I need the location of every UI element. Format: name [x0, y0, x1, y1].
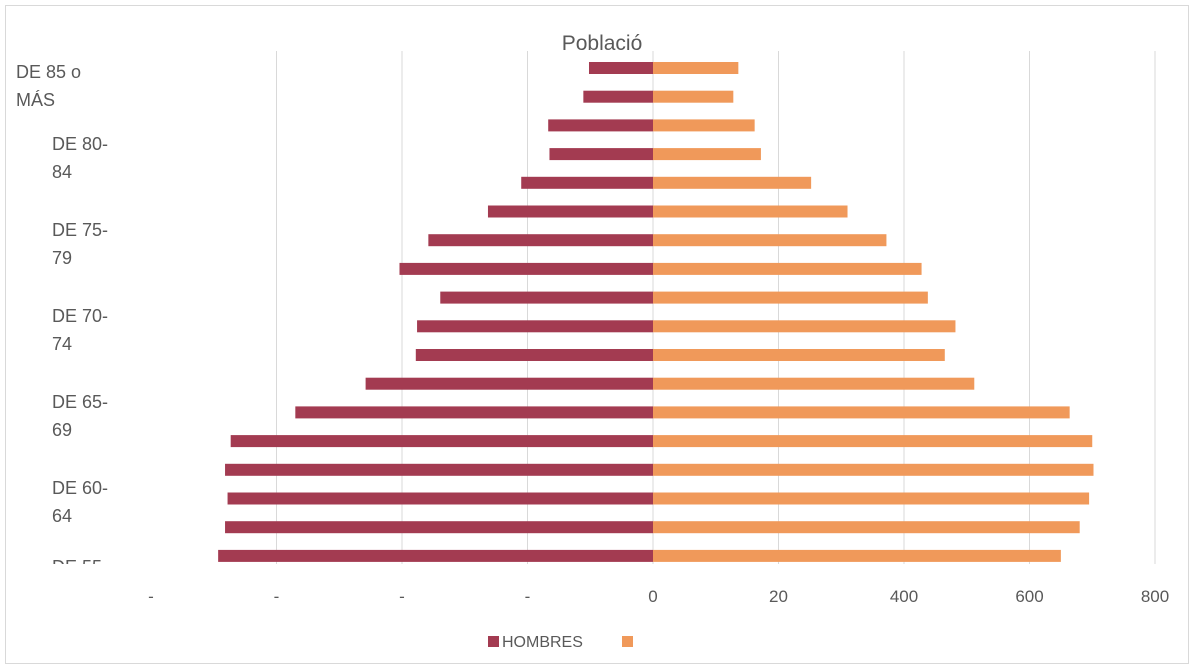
x-tick-label: -	[274, 587, 280, 606]
men-bar	[365, 377, 653, 390]
men-bar	[549, 148, 653, 161]
x-tick-label: 0	[648, 587, 657, 606]
y-tick-label: DE 75-79	[52, 220, 108, 268]
men-bar	[521, 176, 653, 189]
women-bar	[653, 262, 922, 275]
chart-frame: DE 85 o MÁS DE 80-84 DE 75-79 DE 70-74 DE 65-…	[5, 5, 1189, 664]
men-bar	[583, 90, 653, 103]
women-bar	[653, 90, 734, 103]
population-pyramid-chart: DE 85 o MÁS DE 80-84 DE 75-79 DE 70-74 DE 65-…	[16, 32, 1169, 651]
x-tick-label: -	[399, 587, 405, 606]
y-tick-label: DE 80-84	[52, 134, 108, 182]
men-bar	[225, 463, 654, 476]
women-bar	[653, 521, 1080, 534]
y-tick-label: DE 70-74	[52, 306, 108, 354]
women-bar	[653, 406, 1070, 419]
women-bar	[653, 463, 1094, 476]
x-tick-label: -	[148, 587, 154, 606]
x-tick-label: 20	[769, 587, 788, 606]
men-bar	[548, 119, 653, 132]
women-bar	[653, 435, 1093, 448]
women-bar	[653, 234, 887, 247]
women-bar	[653, 148, 761, 161]
women-bar	[653, 176, 812, 189]
men-bar	[399, 262, 653, 275]
men-bar	[218, 549, 653, 562]
men-bar	[225, 521, 654, 534]
women-bar	[653, 549, 1061, 562]
men-bar	[415, 349, 653, 361]
gridlines	[276, 51, 1156, 564]
women-bar	[653, 320, 956, 333]
legend-swatch-men	[488, 636, 499, 647]
men-bar	[440, 291, 653, 304]
women-bar	[653, 291, 928, 304]
men-bar	[428, 234, 653, 247]
women-bar	[653, 62, 739, 74]
legend: HOMBRES	[488, 634, 633, 651]
chart-title: Població	[562, 32, 643, 55]
x-axis-tick-labels: - - - - 0 20 400 600 800	[148, 587, 1169, 606]
men-bar	[230, 435, 653, 448]
y-tick-label: DE 85 o MÁS	[16, 62, 81, 110]
men-bar	[295, 406, 653, 419]
x-tick-label: 600	[1015, 587, 1043, 606]
x-tick-label: 800	[1141, 587, 1169, 606]
y-tick-label: DE 65-69	[52, 392, 108, 440]
bars	[218, 62, 1094, 562]
legend-label-men: HOMBRES	[502, 634, 583, 651]
x-tick-label: 400	[890, 587, 918, 606]
legend-swatch-women	[622, 636, 633, 647]
men-bar	[588, 62, 653, 74]
women-bar	[653, 119, 755, 132]
y-axis-tick-labels: DE 85 o MÁS DE 80-84 DE 75-79 DE 70-74 DE 65-…	[16, 62, 108, 577]
women-bar	[653, 492, 1090, 505]
x-tick-label: -	[525, 587, 531, 606]
y-tick-label: DE 60-64	[52, 478, 108, 526]
men-bar	[227, 492, 653, 505]
men-bar	[417, 320, 653, 333]
women-bar	[653, 205, 848, 218]
women-bar	[653, 377, 975, 390]
y-tick-label: DE 55	[52, 557, 102, 577]
women-bar	[653, 349, 945, 361]
men-bar	[487, 205, 653, 218]
